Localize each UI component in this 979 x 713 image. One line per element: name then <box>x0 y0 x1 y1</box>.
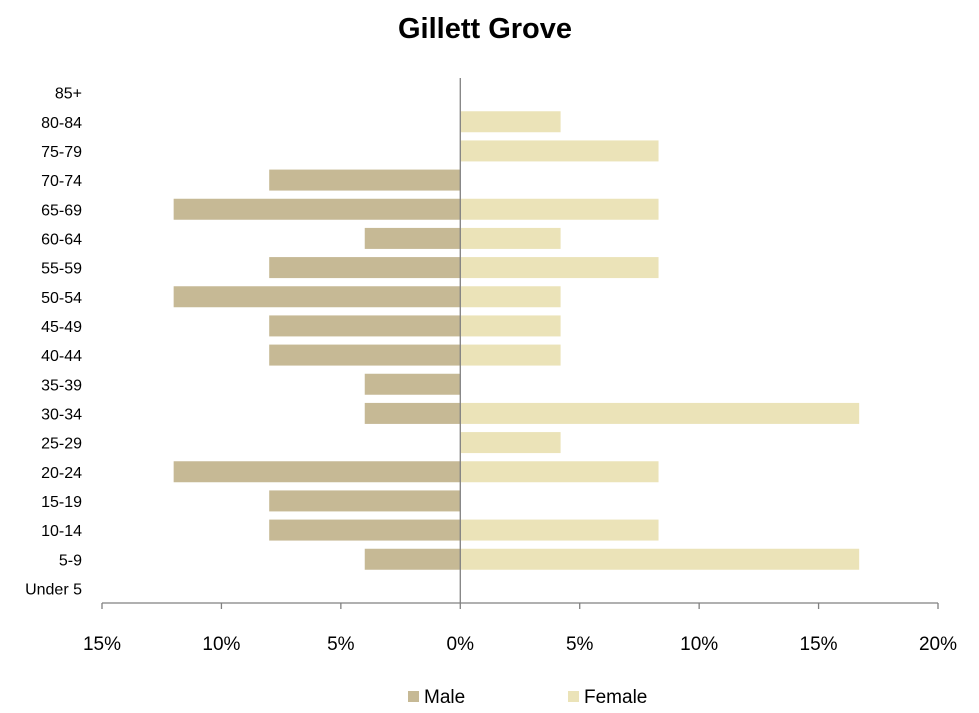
male-bar-45-49 <box>269 315 461 337</box>
female-bar-50-54 <box>460 286 561 308</box>
x-tick-label: 10% <box>680 634 718 655</box>
female-bar-20-24 <box>460 461 659 483</box>
x-tick-label: 10% <box>202 634 240 655</box>
legend-swatch-male <box>408 691 419 702</box>
category-label: 55-59 <box>41 261 82 278</box>
category-labels: Under 5 5-9 10-14 15-19 20-24 25-29 30-34 35-39… <box>25 86 82 599</box>
female-bar-75-79 <box>460 140 659 162</box>
male-bar-65-69 <box>173 198 461 220</box>
x-tick-label: 5% <box>327 634 355 655</box>
x-tick-label: 5% <box>566 634 594 655</box>
category-label: 40-44 <box>41 348 82 365</box>
chart-title: Gillett Grove <box>398 13 572 45</box>
female-bar-30-34 <box>460 402 860 424</box>
female-bar-80-84 <box>460 111 561 133</box>
x-tick-label: 0% <box>447 634 475 655</box>
female-bar-60-64 <box>460 227 561 249</box>
category-label: 20-24 <box>41 465 82 482</box>
male-bar-60-64 <box>364 227 461 249</box>
female-bar-40-44 <box>460 344 561 366</box>
female-bar-55-59 <box>460 257 659 279</box>
legend-label-male: Male <box>424 687 465 708</box>
male-bar-40-44 <box>269 344 461 366</box>
category-label: 70-74 <box>41 173 82 190</box>
category-label: 15-19 <box>41 494 82 511</box>
category-label: Under 5 <box>25 581 82 598</box>
category-label: 65-69 <box>41 202 82 219</box>
male-bar-35-39 <box>364 373 461 395</box>
male-bar-5-9 <box>364 548 461 570</box>
category-label: 85+ <box>55 86 82 103</box>
axes <box>102 78 938 604</box>
category-label: 5-9 <box>59 552 82 569</box>
female-bar-65-69 <box>460 198 659 220</box>
category-label: 35-39 <box>41 377 82 394</box>
x-tick-label: 20% <box>919 634 957 655</box>
legend-label-female: Female <box>584 687 647 708</box>
category-label: 10-14 <box>41 523 82 540</box>
male-bar-55-59 <box>269 257 461 279</box>
category-label: 50-54 <box>41 290 82 307</box>
category-label: 30-34 <box>41 406 82 423</box>
category-label: 80-84 <box>41 115 82 132</box>
x-tick-label: 15% <box>800 634 838 655</box>
male-bar-70-74 <box>269 169 461 191</box>
female-bar-45-49 <box>460 315 561 337</box>
male-bar-30-34 <box>364 402 461 424</box>
x-tick-label: 15% <box>83 634 121 655</box>
male-bar-20-24 <box>173 461 461 483</box>
category-label: 45-49 <box>41 319 82 336</box>
female-bar-10-14 <box>460 519 659 541</box>
male-bar-50-54 <box>173 286 461 308</box>
category-label: 75-79 <box>41 144 82 161</box>
legend: Male Female <box>408 687 647 708</box>
male-bar-15-19 <box>269 490 461 512</box>
x-axis-ticks: 15% 10% 5% 0% 5% 10% 15% 20% <box>83 603 957 655</box>
male-bar-10-14 <box>269 519 461 541</box>
female-bar-5-9 <box>460 548 860 570</box>
category-label: 60-64 <box>41 231 82 248</box>
legend-swatch-female <box>568 691 579 702</box>
category-label: 25-29 <box>41 436 82 453</box>
female-bar-25-29 <box>460 432 561 454</box>
bars <box>173 111 860 570</box>
